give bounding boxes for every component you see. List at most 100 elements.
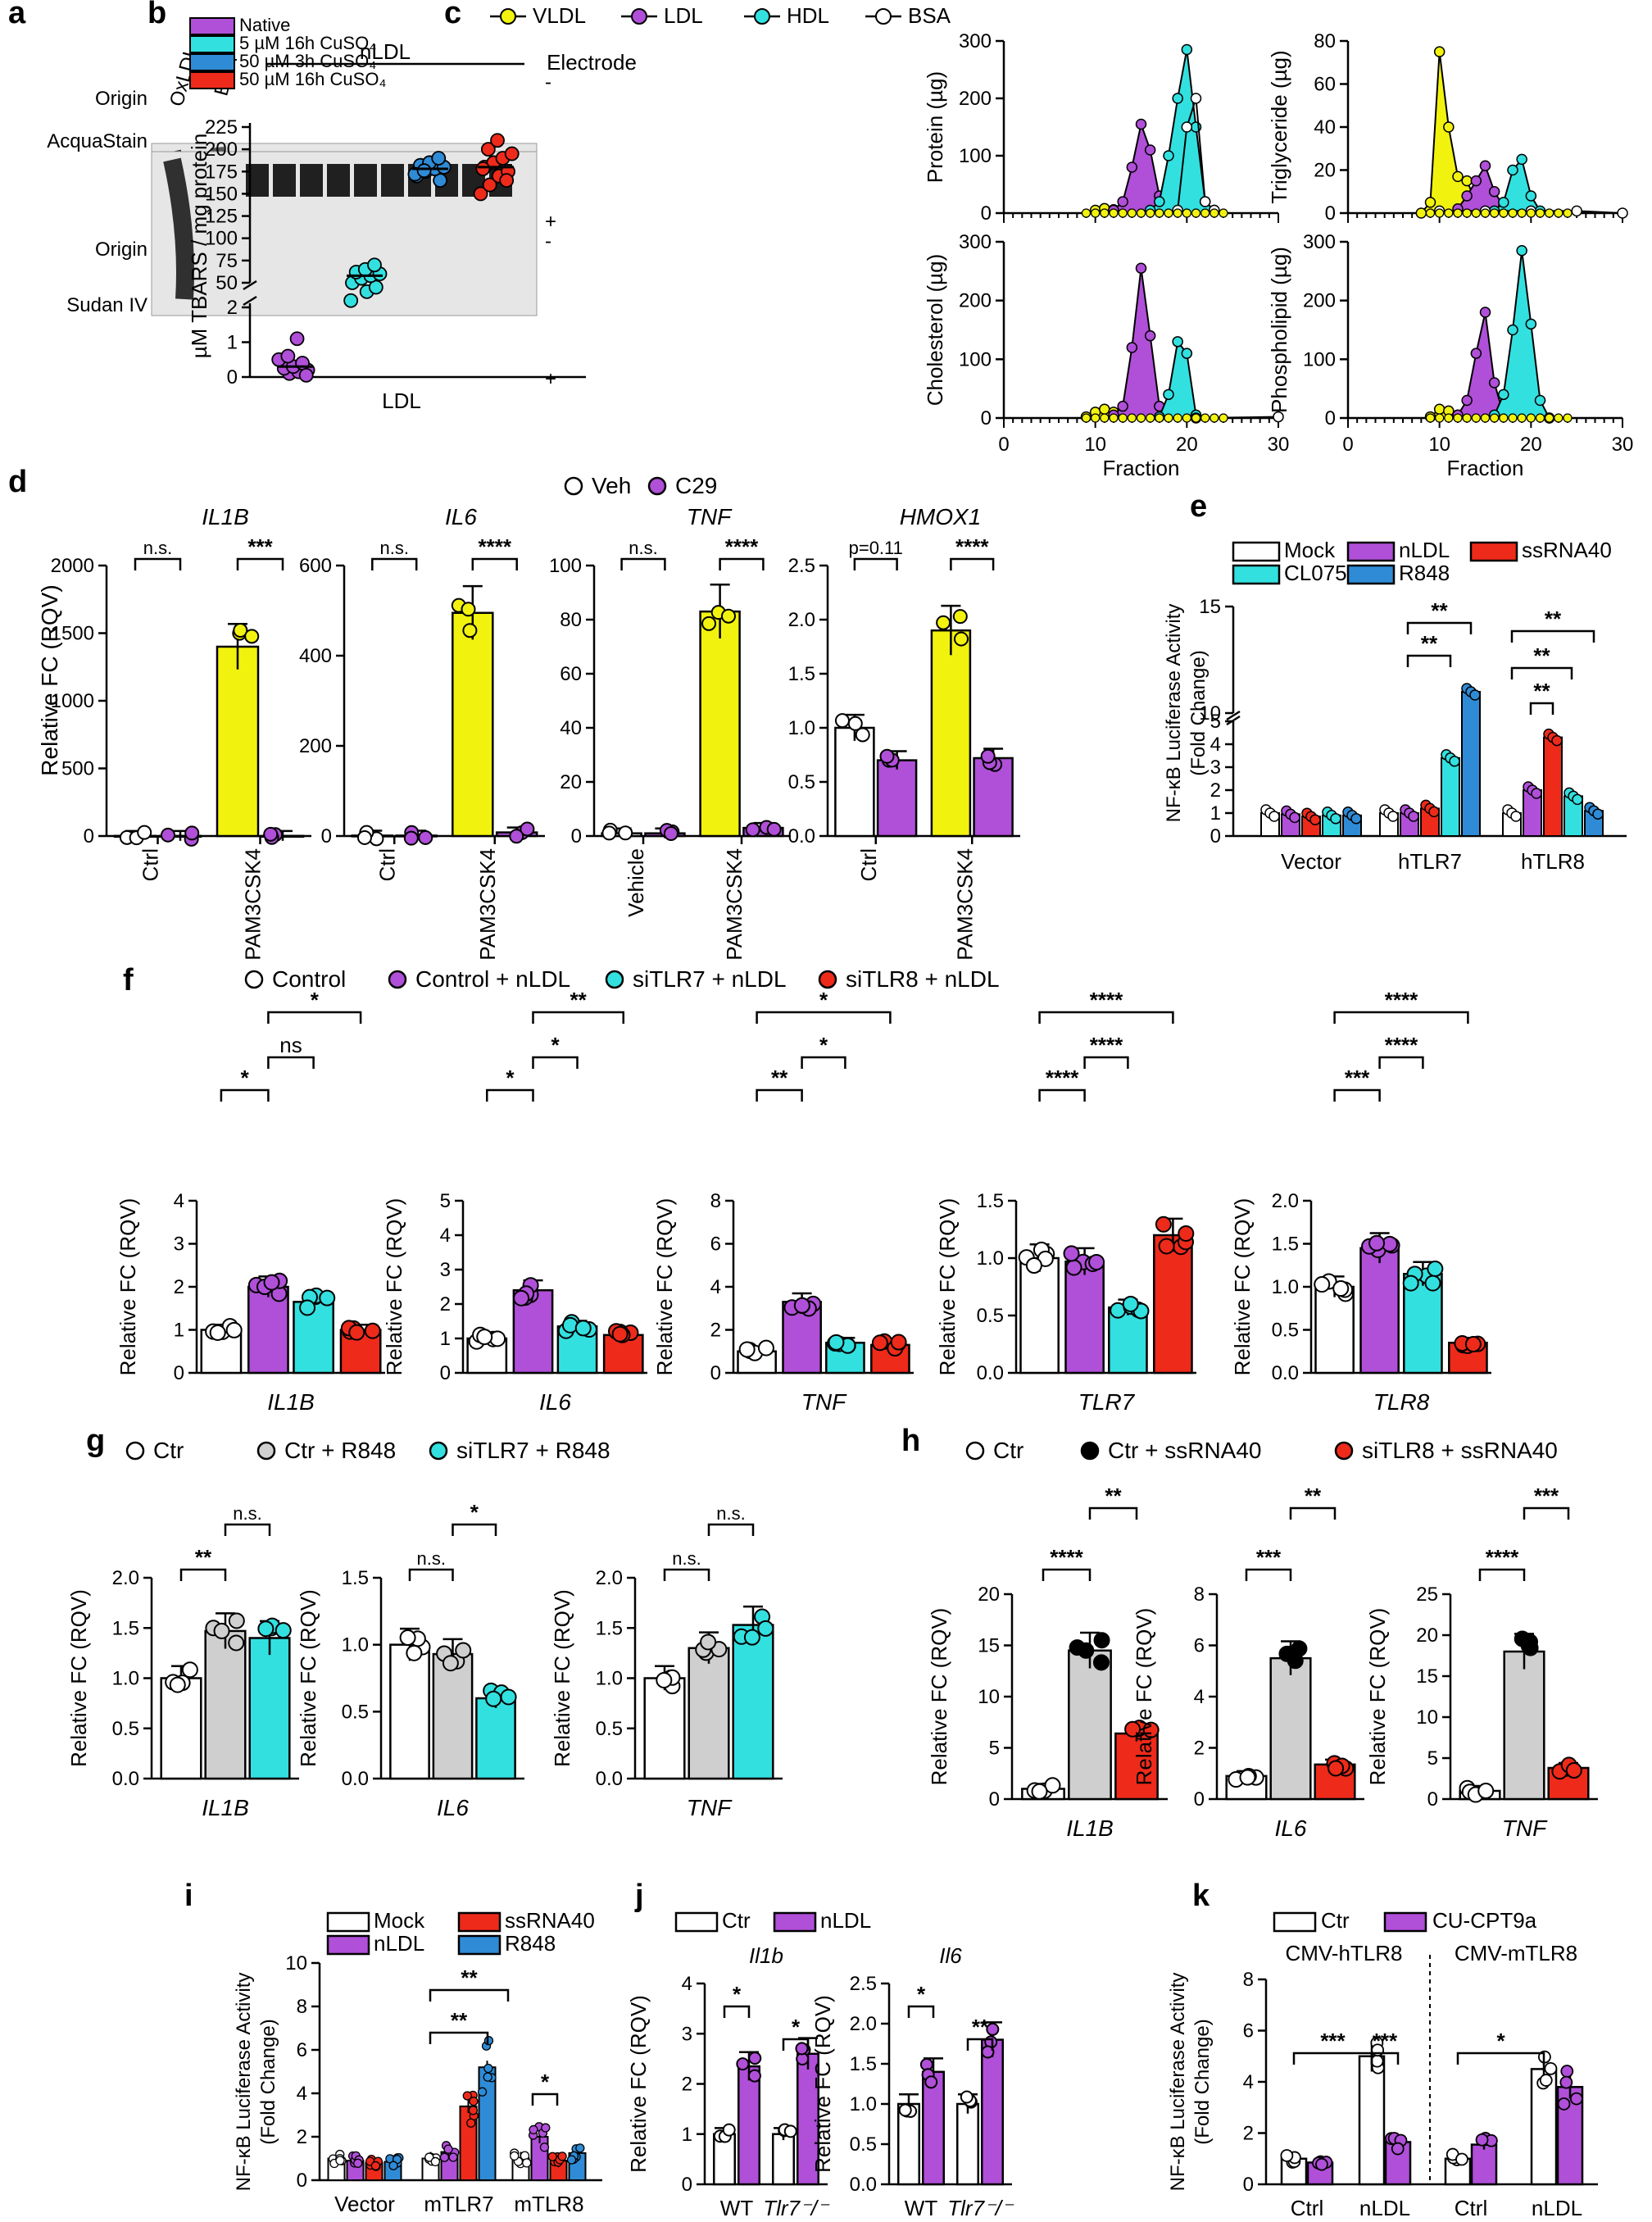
i-legend-swatch	[457, 1934, 502, 1956]
c-point	[1172, 93, 1183, 104]
f-sig-bracket	[1333, 1088, 1381, 1102]
i-y-tick-label: 10	[285, 1952, 307, 1974]
f-point	[1332, 1280, 1350, 1297]
g-legend-label: Ctr + R848	[284, 1438, 396, 1463]
panel-letter-h: h	[901, 1424, 920, 1458]
c-point	[1117, 196, 1128, 207]
j-bar	[738, 2065, 760, 2186]
f-sig-bracket	[1083, 1056, 1129, 1069]
h-bar	[1269, 1656, 1312, 1801]
b-point	[416, 163, 432, 179]
j-sig-label: *	[733, 1982, 742, 2006]
g-point	[757, 1620, 774, 1637]
panel-letter-a: a	[8, 0, 26, 30]
f-legend-label: siTLR8 + nLDL	[846, 966, 1000, 992]
g-point	[455, 1642, 472, 1659]
c-x-tick-label: 0	[998, 434, 1009, 456]
i-point	[370, 2161, 381, 2171]
b-point	[298, 367, 314, 383]
d-sig-bracket	[134, 557, 182, 570]
c-legend-label: BSA	[908, 3, 951, 28]
c-baseline-point	[1517, 208, 1527, 218]
f-point	[1427, 1261, 1444, 1278]
e-sig-bracket	[1510, 629, 1595, 643]
e-sig-bracket	[1406, 654, 1452, 667]
i-x-tick-label: mTLR8	[514, 2192, 583, 2216]
c-point	[1415, 207, 1427, 219]
c-point	[1126, 161, 1138, 173]
d1-y-tick-label: 0	[321, 825, 332, 847]
f-bar	[1019, 1256, 1060, 1375]
f-sig-bracket	[1038, 1088, 1086, 1102]
c-point	[1199, 196, 1211, 207]
i-point	[439, 2152, 450, 2162]
c-x-tick-label: 10	[1428, 434, 1450, 456]
f-sig-label: ns	[279, 1033, 302, 1057]
b-point	[280, 348, 296, 364]
c-point	[1461, 175, 1473, 187]
c-baseline-point	[1499, 413, 1509, 423]
d-x-tick-label: PAM3CSK4	[241, 848, 266, 961]
d3-y-tick-label: 1.5	[788, 663, 815, 685]
j-sig-bracket	[907, 2005, 935, 2018]
gel-band	[381, 164, 404, 197]
c-baseline-point	[1127, 413, 1137, 423]
d-point	[520, 821, 535, 837]
d-title: IL6	[445, 504, 477, 529]
h-sig-label: ***	[1534, 1484, 1559, 1508]
c2-y-tick-label: 0	[981, 407, 992, 429]
f1-y-tick-label: 1	[440, 1328, 451, 1350]
c-point	[1479, 307, 1491, 318]
c0-y-tick-label: 0	[981, 202, 992, 225]
f1-y-tick-label: 4	[440, 1225, 451, 1247]
e-y-tick-label: 5	[1210, 711, 1221, 733]
h1-y-tick-label: 4	[1194, 1686, 1205, 1708]
k-point	[1544, 2061, 1558, 2075]
d-point	[879, 748, 895, 764]
f-x-label: TNF	[801, 1389, 847, 1415]
d-bar	[834, 726, 875, 838]
c-y-label: Phospholipid (µg)	[1267, 247, 1291, 413]
g2-y-tick-label: 1.0	[596, 1668, 623, 1690]
j-bar	[956, 2102, 979, 2186]
c-baseline-point	[1146, 413, 1155, 423]
f-point	[1025, 1257, 1042, 1275]
d-bar	[216, 645, 260, 838]
panel-letter-f: f	[123, 963, 134, 997]
i-y-tick-label: 4	[297, 2083, 307, 2105]
j-sig-label: *	[792, 2015, 801, 2039]
f-point	[319, 1289, 336, 1306]
d-legend-swatch	[647, 476, 667, 496]
j-title: Il1b	[749, 1943, 783, 1968]
i-y-tick-label: 2	[297, 2126, 307, 2148]
f-point	[348, 1324, 365, 1341]
e-axis-break	[1226, 710, 1241, 721]
d2-y-tick-label: 60	[560, 663, 582, 685]
i-y-tick-label: 0	[297, 2170, 307, 2192]
d0-y-tick-label: 2000	[51, 555, 94, 577]
c-point	[1525, 190, 1537, 202]
f-sig-label: ****	[1046, 1066, 1079, 1090]
f-point	[890, 1334, 907, 1351]
j-sig-label: *	[917, 1982, 926, 2006]
g-point	[406, 1644, 423, 1661]
c-x-label: Fraction	[1447, 456, 1524, 480]
f-legend-label: Control + nLDL	[415, 966, 570, 992]
c-point	[1181, 121, 1193, 133]
gel-band	[273, 164, 296, 197]
f3-y-tick-label: 1.5	[977, 1190, 1004, 1212]
c-point	[1144, 329, 1156, 342]
d-bar	[452, 611, 494, 838]
c-baseline-point	[1164, 208, 1173, 218]
d-sig-bracket	[371, 557, 418, 570]
d3-y-tick-label: 1.0	[788, 717, 815, 739]
b-point	[367, 257, 382, 273]
k-legend-label: CU-CPT9a	[1432, 1908, 1537, 1933]
d-x-tick-label: PAM3CSK4	[952, 848, 977, 961]
f-point	[364, 1322, 381, 1339]
gel-stain-bottom-label: Sudan IV	[66, 294, 148, 316]
e-legend-swatch	[1346, 541, 1396, 562]
gel-minus: -	[545, 71, 551, 93]
c-baseline-point	[1109, 413, 1119, 423]
f3-y-tick-label: 0.0	[977, 1362, 1004, 1384]
